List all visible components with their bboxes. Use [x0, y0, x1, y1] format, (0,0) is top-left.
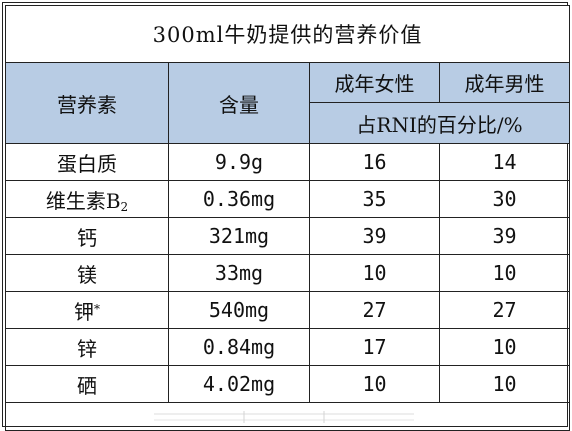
- female-rni-cell: 39: [309, 217, 440, 255]
- nutrient-name-cell: 维生素B2: [5, 180, 169, 218]
- male-rni-cell: 14: [438, 143, 571, 181]
- nutrient-footnote-mark: *: [94, 301, 100, 316]
- table-title: 300ml牛奶提供的营养价值: [4, 5, 571, 63]
- female-rni-cell: 27: [309, 291, 440, 329]
- header-female: 成年女性: [309, 62, 440, 103]
- table-footer: [4, 402, 571, 431]
- female-rni-cell: 10: [309, 365, 440, 403]
- header-rni: 占RNI的百分比/%: [308, 102, 571, 144]
- female-rni-cell: 10: [309, 254, 440, 292]
- amount-cell: 33mg: [168, 254, 310, 292]
- nutrient-name-cell: 锌: [5, 328, 169, 366]
- amount-cell: 540mg: [168, 291, 310, 329]
- female-rni-cell: 35: [309, 180, 440, 218]
- header-content: 含量: [168, 62, 310, 144]
- nutrient-name-cell: 硒: [5, 365, 169, 403]
- table-row: 硒 4.02mg 10 10: [5, 365, 571, 403]
- header-nutrient: 营养素: [5, 62, 169, 144]
- nutrient-name-cell: 蛋白质: [5, 143, 169, 181]
- table-row: 镁 33mg 10 10: [5, 254, 571, 292]
- amount-cell: 0.36mg: [168, 180, 310, 218]
- male-rni-cell: 10: [438, 365, 571, 403]
- amount-cell: 9.9g: [168, 143, 310, 181]
- header-male: 成年男性: [438, 62, 571, 103]
- ruler-mark: [154, 411, 414, 423]
- nutrient-name: 维生素B: [45, 188, 121, 213]
- table-row: 钙 321mg 39 39: [5, 217, 571, 255]
- male-rni-cell: 10: [438, 328, 571, 366]
- table-row: 锌 0.84mg 17 10: [5, 328, 571, 366]
- male-rni-cell: 10: [438, 254, 571, 292]
- amount-cell: 0.84mg: [168, 328, 310, 366]
- nutrient-name: 硒: [77, 373, 97, 398]
- nutrient-subscript: 2: [120, 199, 129, 214]
- nutrient-name: 钾: [74, 299, 94, 324]
- male-rni-cell: 39: [438, 217, 571, 255]
- table-row: 维生素B2 0.36mg 35 30: [5, 180, 571, 218]
- nutrient-name-cell: 钾*: [5, 291, 169, 329]
- amount-cell: 321mg: [168, 217, 310, 255]
- nutrient-name-cell: 镁: [5, 254, 169, 292]
- male-rni-cell: 27: [438, 291, 571, 329]
- nutrient-name-cell: 钙: [5, 217, 169, 255]
- nutrient-name: 蛋白质: [57, 151, 117, 176]
- nutrient-name: 镁: [77, 262, 97, 287]
- nutrient-name: 钙: [77, 225, 97, 250]
- table-row: 蛋白质 9.9g 16 14: [5, 143, 571, 181]
- nutrition-table: 300ml牛奶提供的营养价值 营养素 含量 成年女性 成年男性 占RNI的百分比…: [4, 5, 571, 431]
- female-rni-cell: 16: [309, 143, 440, 181]
- table-body: 蛋白质 9.9g 16 14 维生素B2 0.36mg 35 30 钙 321mg 39 39 镁 33m…: [5, 143, 571, 403]
- table-row: 钾* 540mg 27 27: [5, 291, 571, 329]
- female-rni-cell: 17: [309, 328, 440, 366]
- nutrient-name: 锌: [77, 336, 97, 361]
- male-rni-cell: 30: [438, 180, 571, 218]
- amount-cell: 4.02mg: [168, 365, 310, 403]
